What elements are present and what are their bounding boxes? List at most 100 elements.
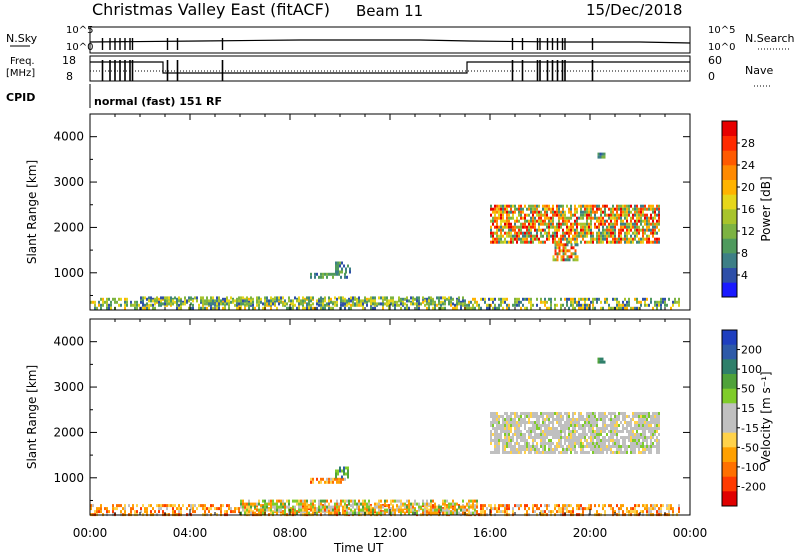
- heatmap-cell: [644, 216, 646, 220]
- heatmap-cell: [518, 448, 520, 451]
- heatmap-cell: [636, 231, 638, 235]
- heatmap-cell: [498, 237, 500, 241]
- heatmap-cell: [100, 297, 102, 301]
- heatmap-cell: [576, 430, 578, 433]
- heatmap-cell: [160, 504, 162, 508]
- heatmap-cell: [518, 219, 520, 223]
- heatmap-cell: [500, 430, 502, 433]
- heatmap-cell: [452, 510, 454, 514]
- heatmap-cell: [162, 504, 164, 508]
- heatmap-cell: [500, 415, 502, 418]
- heatmap-cell: [174, 300, 176, 304]
- heatmap-cell: [530, 204, 532, 208]
- heatmap-cell: [130, 507, 132, 511]
- heatmap-cell: [650, 421, 652, 424]
- heatmap-cell: [218, 507, 220, 511]
- heatmap-cell: [602, 421, 604, 424]
- heatmap-cell: [658, 222, 660, 226]
- heatmap-cell: [572, 300, 574, 304]
- heatmap-cell: [656, 436, 658, 439]
- heatmap-cell: [350, 508, 352, 512]
- heatmap-cell: [626, 225, 628, 229]
- heatmap-cell: [528, 418, 530, 421]
- heatmap-cell: [650, 207, 652, 211]
- heatmap-cell: [284, 502, 286, 506]
- heatmap-cell: [624, 222, 626, 226]
- heatmap-cell: [244, 508, 246, 512]
- heatmap-cell: [366, 508, 368, 512]
- heatmap-cell: [652, 427, 654, 430]
- heatmap-cell: [516, 424, 518, 427]
- heatmap-cell: [504, 418, 506, 421]
- heatmap-cell: [568, 448, 570, 451]
- heatmap-cell: [320, 499, 322, 503]
- heatmap-cell: [516, 421, 518, 424]
- heatmap-cell: [314, 508, 316, 512]
- heatmap-cell: [343, 469, 345, 473]
- heatmap-cell: [362, 306, 364, 310]
- heatmap-cell: [574, 228, 576, 232]
- heatmap-cell: [626, 507, 628, 511]
- heatmap-cell: [500, 240, 502, 244]
- x-tick-label: 08:00: [273, 526, 308, 540]
- heatmap-cell: [144, 306, 146, 310]
- heatmap-cell: [634, 427, 636, 430]
- heatmap-cell: [546, 451, 548, 454]
- heatmap-cell: [314, 272, 316, 276]
- heatmap-cell: [504, 300, 506, 304]
- heatmap-cell: [320, 299, 322, 303]
- heatmap-cell: [634, 433, 636, 436]
- heatmap-cell: [388, 306, 390, 310]
- heatmap-cell: [314, 275, 316, 279]
- heatmap-cell: [654, 439, 656, 442]
- heatmap-cell: [644, 424, 646, 427]
- heatmap-cell: [142, 296, 144, 300]
- heatmap-cell: [560, 424, 562, 427]
- heatmap-cell: [640, 216, 642, 220]
- heatmap-cell: [460, 306, 462, 310]
- heatmap-cell: [492, 424, 494, 427]
- heatmap-cell: [510, 231, 512, 235]
- heatmap-cell: [216, 507, 218, 511]
- heatmap-cell: [382, 306, 384, 310]
- heatmap-cell: [564, 297, 566, 301]
- heatmap-cell: [560, 210, 562, 214]
- heatmap-cell: [322, 299, 324, 303]
- heatmap-cell: [242, 502, 244, 506]
- heatmap-cell: [522, 433, 524, 436]
- heatmap-cell: [494, 240, 496, 244]
- heatmap-cell: [456, 502, 458, 506]
- heatmap-cell: [370, 505, 372, 509]
- power-colorbar-swatch: [722, 253, 737, 268]
- heatmap-cell: [556, 510, 558, 514]
- heatmap-cell: [604, 439, 606, 442]
- heatmap-cell: [476, 510, 478, 514]
- heatmap-cell: [554, 445, 556, 448]
- velocity-colorbar-swatch: [722, 462, 737, 477]
- heatmap-cell: [208, 510, 210, 514]
- heatmap-cell: [594, 451, 596, 454]
- heatmap-cell: [432, 504, 434, 508]
- heatmap-cell: [644, 228, 646, 232]
- heatmap-cell: [562, 234, 564, 238]
- heatmap-cell: [636, 222, 638, 226]
- heatmap-cell: [548, 207, 550, 211]
- heatmap-cell: [520, 436, 522, 439]
- heatmap-cell: [536, 418, 538, 421]
- heatmap-cell: [306, 511, 308, 515]
- heatmap-cell: [530, 207, 532, 211]
- heatmap-cell: [418, 505, 420, 509]
- heatmap-cell: [542, 445, 544, 448]
- heatmap-cell: [576, 507, 578, 511]
- heatmap-cell: [600, 451, 602, 454]
- heatmap-cell: [176, 302, 178, 306]
- heatmap-cell: [490, 213, 492, 217]
- heatmap-cell: [306, 296, 308, 300]
- heatmap-cell: [580, 436, 582, 439]
- heatmap-cell: [500, 237, 502, 241]
- heatmap-cell: [582, 303, 584, 307]
- heatmap-cell: [604, 412, 606, 415]
- heatmap-cell: [324, 510, 326, 514]
- heatmap-cell: [228, 507, 230, 511]
- heatmap-cell: [648, 436, 650, 439]
